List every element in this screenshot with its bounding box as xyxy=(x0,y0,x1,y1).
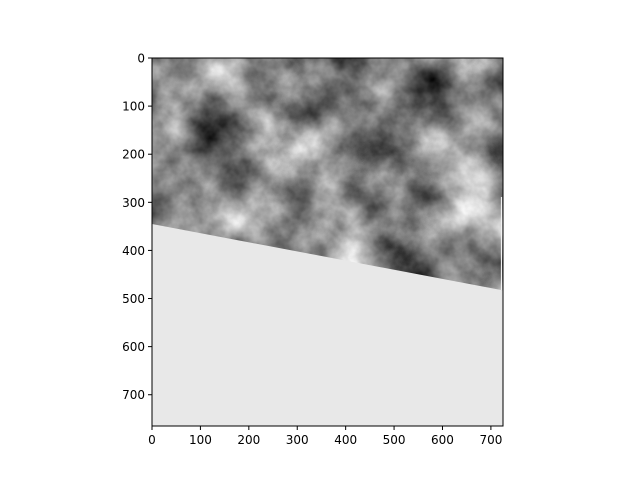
plot-axes: 0 100 200 300 400 500 600 700 0 100 200 300 400 500 6… xyxy=(122,52,504,447)
y-tick-label: 0 xyxy=(137,52,145,66)
y-tick-label: 700 xyxy=(122,388,145,402)
y-tick-label: 600 xyxy=(122,340,145,354)
y-tick-label: 500 xyxy=(122,292,145,306)
x-tick-label: 500 xyxy=(383,433,406,447)
x-tick-label: 300 xyxy=(286,433,309,447)
y-tick-label: 100 xyxy=(122,100,145,114)
axes-frame xyxy=(151,57,504,427)
x-tick-label: 0 xyxy=(148,433,156,447)
y-tick-label: 400 xyxy=(122,244,145,258)
fill-region xyxy=(152,223,503,426)
y-axis-ticks: 0 100 200 300 400 500 600 700 xyxy=(122,52,152,402)
y-tick-label: 300 xyxy=(122,196,145,210)
x-tick-label: 700 xyxy=(479,433,502,447)
x-axis-ticks: 0 100 200 300 400 500 600 700 xyxy=(148,426,502,447)
x-tick-label: 100 xyxy=(189,433,212,447)
x-tick-label: 600 xyxy=(431,433,454,447)
x-tick-label: 200 xyxy=(237,433,260,447)
x-tick-label: 400 xyxy=(334,433,357,447)
y-tick-label: 200 xyxy=(122,148,145,162)
